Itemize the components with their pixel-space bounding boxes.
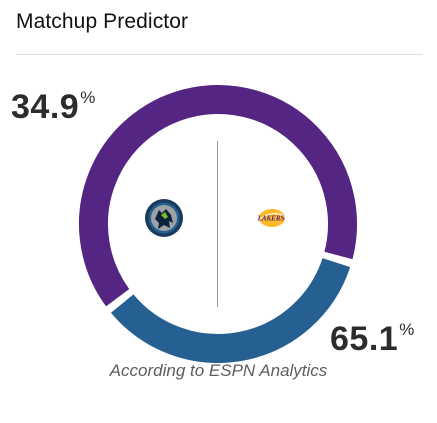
win-probability-gauge[interactable] [78, 84, 358, 364]
analytics-footnote: According to ESPN Analytics [109, 361, 328, 380]
home-percent-sign: % [399, 320, 415, 339]
away-percent-sign: % [80, 88, 96, 107]
lakers-logo-text: LAKERS [257, 215, 285, 223]
away-win-probability: 34.9% [11, 88, 96, 126]
away-probability-arc[interactable] [108, 255, 353, 364]
title-divider [16, 54, 422, 55]
home-probability-arc[interactable] [78, 84, 358, 310]
away-win-probability-value: 34.9 [11, 88, 80, 126]
home-win-probability: 65.1% [330, 320, 415, 358]
home-win-probability-value: 65.1 [330, 320, 399, 358]
lakers-logo-icon: LAKERS [257, 209, 286, 227]
timberwolves-logo-icon [145, 199, 183, 237]
widget-title: Matchup Predictor [16, 10, 189, 33]
team-divider [217, 141, 218, 307]
